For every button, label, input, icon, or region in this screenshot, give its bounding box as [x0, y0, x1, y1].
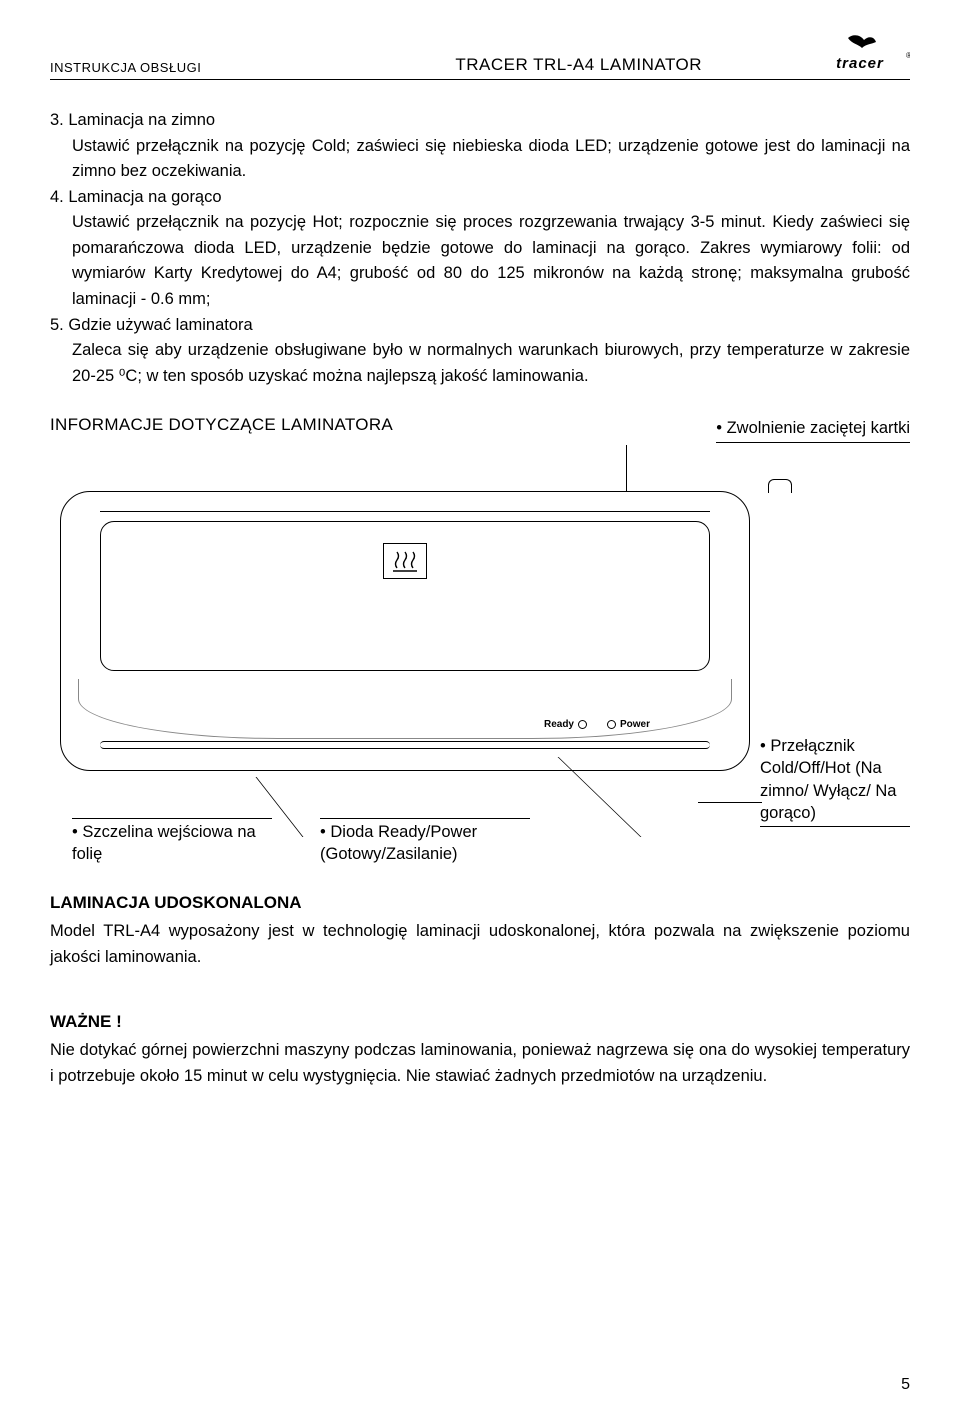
brand-text: tracer — [836, 55, 884, 72]
device-front-curve — [78, 679, 732, 739]
item-body: Ustawić przełącznik na pozycję Cold; zaś… — [72, 134, 910, 185]
header-title: TRACER TRL-A4 LAMINATOR — [455, 55, 702, 75]
item-num: 3. — [50, 111, 64, 129]
item-4: 4. Laminacja na gorąco Ustawić przełączn… — [50, 185, 910, 313]
device-outline: Ready Power — [60, 491, 750, 771]
led-power: Power — [607, 719, 650, 730]
item-title: Gdzie używać laminatora — [68, 316, 252, 334]
item-body: Zaleca się aby urządzenie obsługiwane by… — [72, 338, 910, 389]
device-led-labels: Ready Power — [544, 719, 650, 730]
info-title: INFORMACJE DOTYCZĄCE LAMINATORA — [50, 415, 393, 435]
page-number: 5 — [901, 1376, 910, 1394]
item-title: Laminacja na zimno — [68, 111, 215, 129]
item-title: Laminacja na gorąco — [68, 188, 221, 206]
instruction-list: 3. Laminacja na zimno Ustawić przełączni… — [50, 108, 910, 389]
diagram-labels-row: Szczelina wejściowa na folię Dioda Ready… — [50, 818, 910, 866]
important-body: Nie dotykać górnej powierzchni maszyny p… — [50, 1038, 910, 1089]
leader-line — [626, 445, 627, 491]
release-tab-shape — [768, 479, 792, 493]
device-entry-slot — [100, 741, 710, 749]
header-left: INSTRUKCJA OBSŁUGI — [50, 60, 201, 75]
brand-logo: tracer ® — [810, 34, 910, 79]
item-body: Ustawić przełącznik na pozycję Hot; rozp… — [72, 210, 910, 312]
item-num: 4. — [50, 188, 64, 206]
callout-led: Dioda Ready/Power (Gotowy/Zasilanie) — [320, 818, 530, 866]
improved-title: LAMINACJA UDOSKONALONA — [50, 893, 910, 913]
heat-warning-icon — [383, 543, 427, 579]
item-5: 5. Gdzie używać laminatora Zaleca się ab… — [50, 313, 910, 390]
item-num: 5. — [50, 316, 64, 334]
item-3: 3. Laminacja na zimno Ustawić przełączni… — [50, 108, 910, 185]
led-ready: Ready — [544, 719, 587, 730]
callout-slot: Szczelina wejściowa na folię — [72, 818, 272, 866]
improved-body: Model TRL-A4 wyposażony jest w technolog… — [50, 919, 910, 970]
callout-release: Zwolnienie zaciętej kartki — [716, 417, 910, 443]
svg-text:®: ® — [906, 51, 910, 60]
page-header: INSTRUKCJA OBSŁUGI TRACER TRL-A4 LAMINAT… — [50, 30, 910, 80]
important-title: WAŻNE ! — [50, 1012, 910, 1032]
callout-switch: Przełącznik Cold/Off/Hot (Na zimno/ Wyłą… — [760, 733, 910, 827]
device-top-edge — [100, 511, 710, 517]
leader-line — [698, 802, 762, 803]
laminator-diagram: Zwolnienie zaciętej kartki Ready Power P… — [50, 451, 910, 851]
